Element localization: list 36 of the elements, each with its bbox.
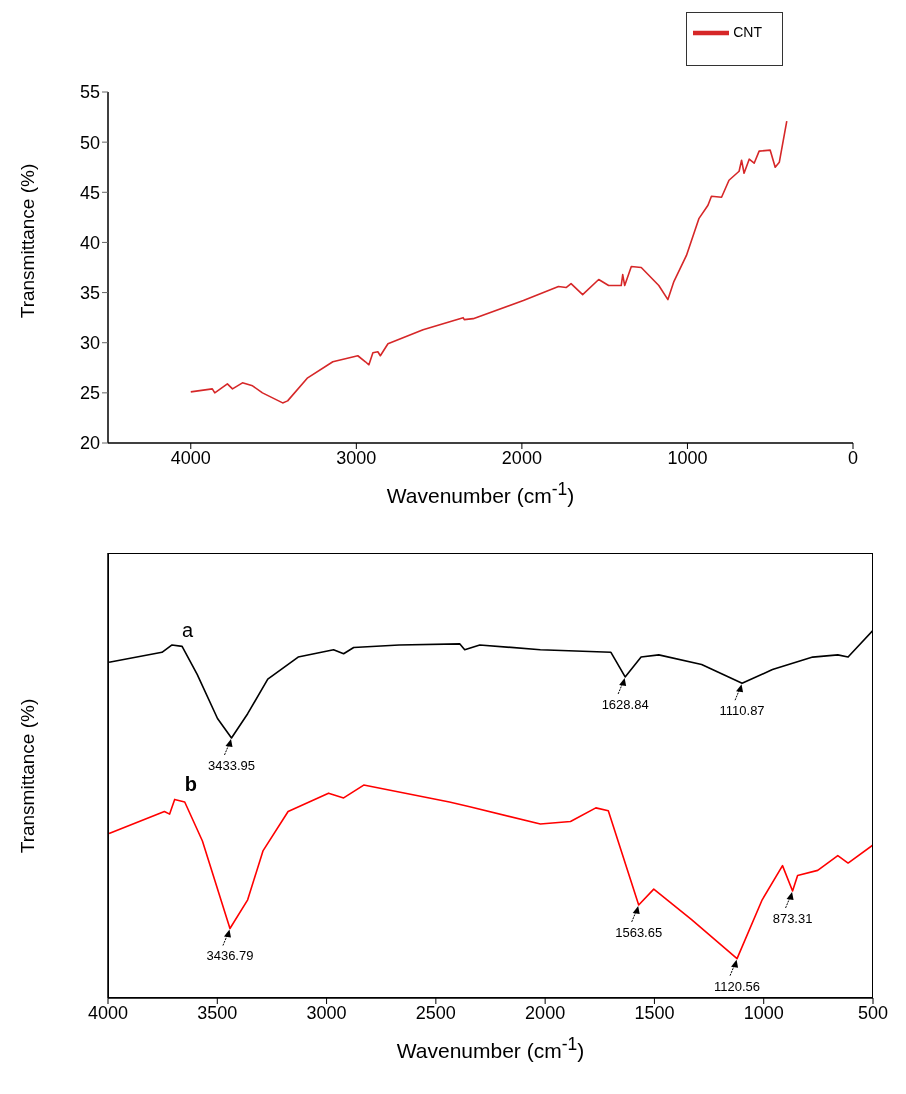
annotation: 1628.84 [601,696,649,712]
series-label: a [182,618,195,641]
y-tick-label: 35 [79,282,100,303]
x-tick-label: 1000 [743,1002,784,1023]
annotation: 1563.65 [615,924,663,940]
x-tick-label: 0 [847,447,859,468]
annotation: 1120.56 [714,978,761,994]
y-tick-label: 25 [79,383,100,404]
x-tick-label: 3000 [336,447,377,468]
line-series [189,120,788,404]
x-tick-label: 2000 [501,447,542,468]
x-tick-label: 2000 [525,1002,566,1023]
x-axis-title: Wavenumber (cm$^{-1}$) [385,479,576,508]
x-tick-label: 2500 [415,1002,456,1023]
annotation: 1110.87 [719,703,765,719]
x-tick-label: 3500 [197,1002,238,1023]
x-tick-label: 500 [857,1002,889,1023]
y-tick-label: 50 [79,132,100,153]
annotation: 3433.95 [207,757,255,773]
y-tick-label: 30 [79,333,100,354]
x-axis-title: Wavenumber (cm$^{-1}$) [395,1034,586,1063]
x-tick-label: 1500 [634,1002,675,1023]
x-tick-label: 1000 [667,447,708,468]
annotation: 3436.79 [206,948,254,964]
y-axis-title: Transmittance (%) [17,698,39,853]
x-tick-label: 4000 [87,1002,129,1023]
y-axis-title: Transmittance (%) [17,163,39,318]
y-tick-label: 55 [79,82,100,103]
x-tick-label: 4000 [170,447,211,468]
y-tick-label: 20 [79,433,100,454]
series-label: b [184,773,197,796]
x-tick-label: 3000 [306,1002,347,1023]
y-tick-label: 45 [79,182,100,203]
y-tick-label: 40 [79,232,100,253]
annotation: 873.31 [772,910,813,926]
legend-label: CNT [733,23,762,40]
